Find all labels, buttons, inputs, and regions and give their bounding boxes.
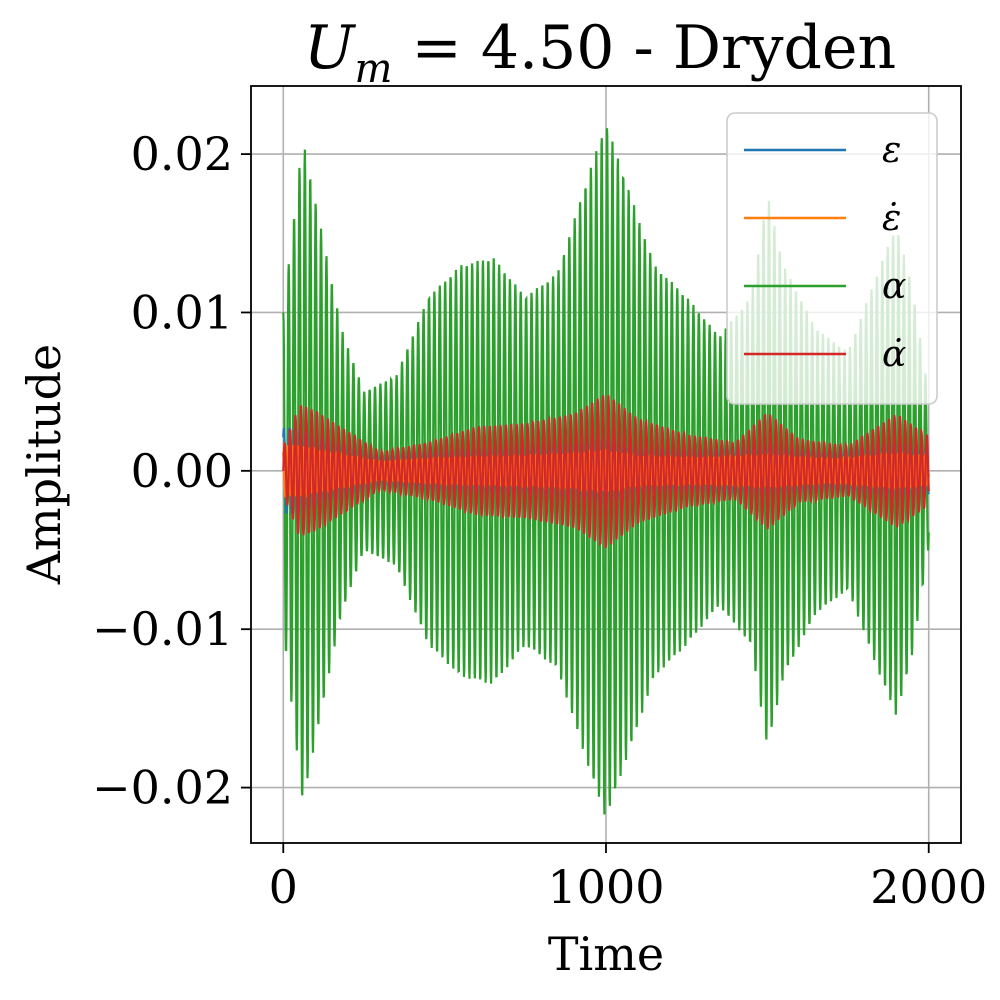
chart-title: Um = 4.50 - Dryden [304, 13, 896, 92]
y-tick-label: −0.01 [92, 602, 233, 656]
series-line-3 [282, 395, 930, 549]
x-tick-label: 2000 [870, 860, 987, 914]
y-tick-label: 0.01 [131, 285, 233, 339]
title-rest: = 4.50 - Dryden [392, 13, 896, 83]
y-tick-label: 0.00 [131, 444, 233, 498]
legend: ε ε̇ α α̇ [726, 112, 938, 405]
x-axis-label: Time [548, 927, 664, 981]
y-tick-label: −0.02 [92, 761, 233, 815]
y-tick-label: 0.02 [131, 127, 233, 181]
legend-label: α [882, 266, 906, 307]
y-axis-label: Amplitude [17, 344, 71, 586]
title-subscript: m [354, 46, 392, 92]
series-layer [282, 128, 930, 815]
legend-label: ε [882, 130, 901, 171]
legend-label: ε̇ [882, 198, 901, 239]
ticks: 0 1000 2000 −0.02 −0.01 0.00 0.01 0.02 [92, 127, 987, 914]
legend-box [726, 112, 938, 405]
x-tick-label: 0 [269, 860, 298, 914]
legend-label: α̇ [882, 334, 906, 375]
title-var: U [304, 13, 357, 83]
series-line-2 [282, 128, 930, 815]
x-tick-label: 1000 [547, 860, 664, 914]
